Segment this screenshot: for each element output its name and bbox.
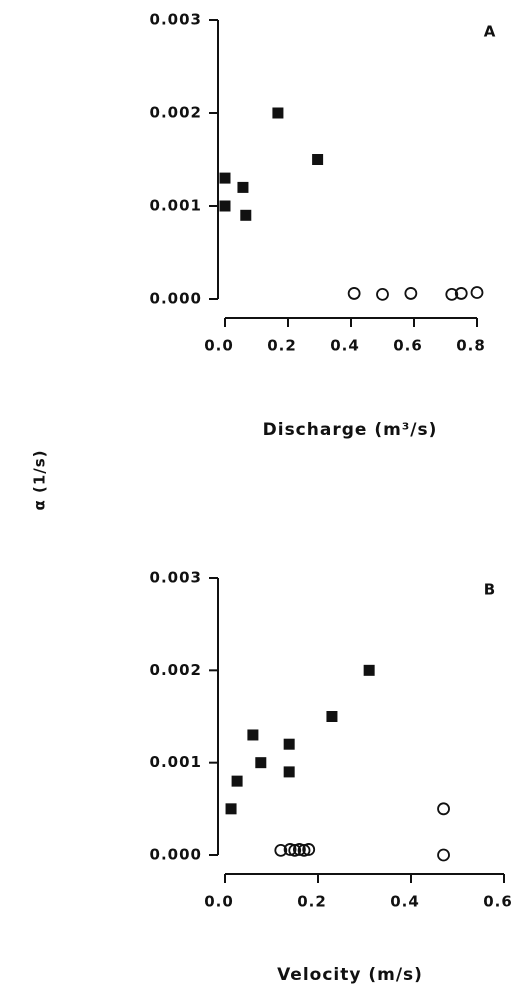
circle-marker	[404, 287, 418, 300]
circle-marker	[297, 843, 311, 857]
y-tick-label: 0.003	[150, 11, 202, 29]
y-axis-label: α (1/s)	[31, 449, 49, 510]
panel-label: A	[484, 23, 497, 41]
circle-marker	[445, 287, 459, 301]
circle-marker	[347, 287, 361, 300]
square-marker	[237, 181, 249, 193]
y-tick-label: 0.000	[150, 290, 202, 308]
square-marker	[219, 172, 231, 184]
circle-marker	[283, 843, 297, 856]
x-tick-label: 0.4	[330, 337, 360, 355]
x-tick-label: 0.2	[267, 337, 297, 355]
square-marker	[326, 711, 338, 722]
square-marker	[272, 107, 284, 119]
x-tick-label: 0.0	[204, 893, 234, 911]
square-marker	[283, 766, 295, 778]
circle-marker	[454, 287, 468, 300]
x-axis-label: Discharge (m³/s)	[263, 420, 438, 440]
circle-marker	[470, 286, 484, 299]
y-tick-label: 0.001	[150, 197, 202, 215]
square-marker	[240, 209, 252, 221]
square-marker	[219, 200, 231, 212]
circle-marker	[274, 843, 288, 857]
y-tick-label: 0.001	[150, 753, 202, 771]
circle-marker	[302, 843, 316, 856]
x-tick-label: 0.2	[297, 893, 327, 911]
x-tick-label: 0.6	[393, 337, 423, 355]
x-tick-label: 0.6	[483, 893, 513, 911]
y-tick-label: 0.002	[150, 104, 202, 122]
x-tick-label: 0.4	[390, 893, 420, 911]
square-marker	[312, 154, 324, 165]
circle-marker	[292, 843, 306, 856]
y-tick-label: 0.000	[150, 846, 202, 864]
square-marker	[247, 729, 259, 741]
circle-marker	[288, 843, 302, 857]
circle-marker	[376, 287, 389, 301]
square-marker	[255, 757, 267, 769]
square-marker	[283, 738, 295, 750]
square-marker	[225, 803, 237, 815]
x-tick-label: 0.8	[456, 337, 486, 355]
square-marker	[231, 775, 243, 787]
circle-marker	[437, 848, 450, 862]
x-tick-label: 0.0	[204, 337, 234, 355]
square-marker	[363, 664, 375, 676]
circle-marker	[437, 802, 450, 816]
y-tick-label: 0.003	[150, 569, 202, 587]
panel-label: B	[484, 581, 496, 599]
y-tick-label: 0.002	[150, 661, 202, 679]
x-axis-label: Velocity (m/s)	[277, 965, 423, 985]
